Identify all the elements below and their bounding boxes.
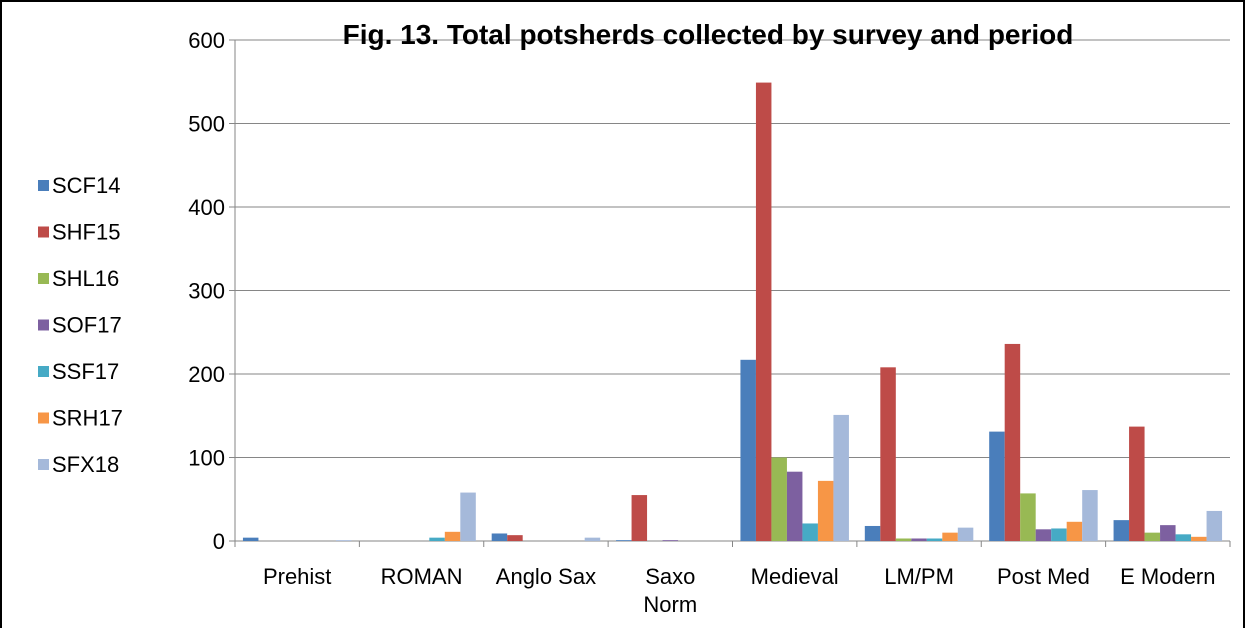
bar-shl16 <box>895 538 912 541</box>
x-tick-label: Post Med <box>997 564 1090 589</box>
bar-sof17 <box>911 538 927 541</box>
y-tick-label: 200 <box>188 362 225 387</box>
bar-ssf17 <box>1051 528 1067 541</box>
bar-scf14 <box>989 431 1005 541</box>
bar-sof17 <box>1160 525 1176 541</box>
legend-label: SHL16 <box>52 266 119 291</box>
x-tick-label: LM/PM <box>884 564 954 589</box>
x-tick-label: Saxo Norm <box>643 564 697 617</box>
bar-ssf17 <box>926 538 943 541</box>
bars <box>242 82 1223 542</box>
bar-sfx18 <box>584 537 601 541</box>
bar-sfx18 <box>833 414 849 541</box>
y-tick-labels: 0 100 200 300 400 500 600 <box>188 28 225 554</box>
y-tick-label: 500 <box>188 112 225 137</box>
legend-swatch <box>38 366 49 377</box>
legend-label: SSF17 <box>52 359 119 384</box>
bar-srh17 <box>1191 536 1207 541</box>
legend-label: SFX18 <box>52 452 119 477</box>
bar-shf15 <box>507 535 523 541</box>
bar-srh17 <box>817 480 834 541</box>
legend-swatch <box>38 273 49 284</box>
bar-scf14 <box>616 540 632 541</box>
x-tick-labels: Prehist ROMAN Anglo Sax Saxo Norm Medieval LM/… <box>263 564 1216 617</box>
bar-scf14 <box>740 359 756 541</box>
bar-shl16 <box>1020 493 1036 541</box>
chart-title: Fig. 13. Total potsherds collected by su… <box>343 19 1074 50</box>
bar-shf15 <box>1129 426 1145 541</box>
y-tick-label: 600 <box>188 28 225 53</box>
legend-swatch <box>38 412 49 424</box>
bar-shl16 <box>771 457 787 541</box>
bar-sof17 <box>1035 529 1052 541</box>
gridlines <box>235 39 1230 458</box>
x-tick-label: Anglo Sax <box>496 564 596 589</box>
bar-shf15 <box>631 495 648 541</box>
bar-ssf17 <box>1175 534 1192 541</box>
axes <box>229 39 1231 547</box>
bar-shf15 <box>1004 343 1021 541</box>
bar-scf14 <box>242 537 259 541</box>
bar-shf15 <box>880 367 896 541</box>
x-tick-label: ROMAN <box>381 564 463 589</box>
bar-ssf17 <box>429 537 445 541</box>
bar-srh17 <box>942 532 958 541</box>
bar-sof17 <box>662 540 679 541</box>
legend-label: SOF17 <box>52 313 122 338</box>
y-tick-label: 400 <box>188 195 225 220</box>
legend-swatch <box>38 180 49 191</box>
x-tick-label: Prehist <box>263 564 331 589</box>
bar-sfx18 <box>335 540 352 541</box>
y-tick-label: 300 <box>188 279 225 304</box>
x-tick-label: Medieval <box>751 564 839 589</box>
bar-scf14 <box>491 533 508 541</box>
y-tick-label: 0 <box>213 529 225 554</box>
bar-sof17 <box>786 471 803 541</box>
bar-scf14 <box>1113 520 1130 541</box>
bar-sfx18 <box>1206 510 1223 541</box>
y-tick-label: 100 <box>188 446 225 471</box>
legend-label: SRH17 <box>52 406 123 431</box>
legend-label: SHF15 <box>52 220 120 245</box>
legend-label: SCF14 <box>52 173 120 198</box>
bar-sfx18 <box>1082 490 1098 541</box>
bar-srh17 <box>444 531 461 541</box>
x-tick-label: E Modern <box>1120 564 1215 589</box>
bar-shl16 <box>1144 532 1161 541</box>
legend-swatch <box>38 319 49 331</box>
bar-srh17 <box>1066 521 1083 541</box>
bar-sfx18 <box>957 527 974 541</box>
legend: SCF14 SHF15 SHL16 SOF17 SSF17 SRH17 SFX18 <box>38 173 123 477</box>
bar-sfx18 <box>460 492 476 541</box>
bar-ssf17 <box>802 523 818 541</box>
bar-scf14 <box>864 525 881 541</box>
legend-swatch <box>38 226 49 238</box>
bar-shf15 <box>755 82 772 542</box>
legend-swatch <box>38 459 49 470</box>
